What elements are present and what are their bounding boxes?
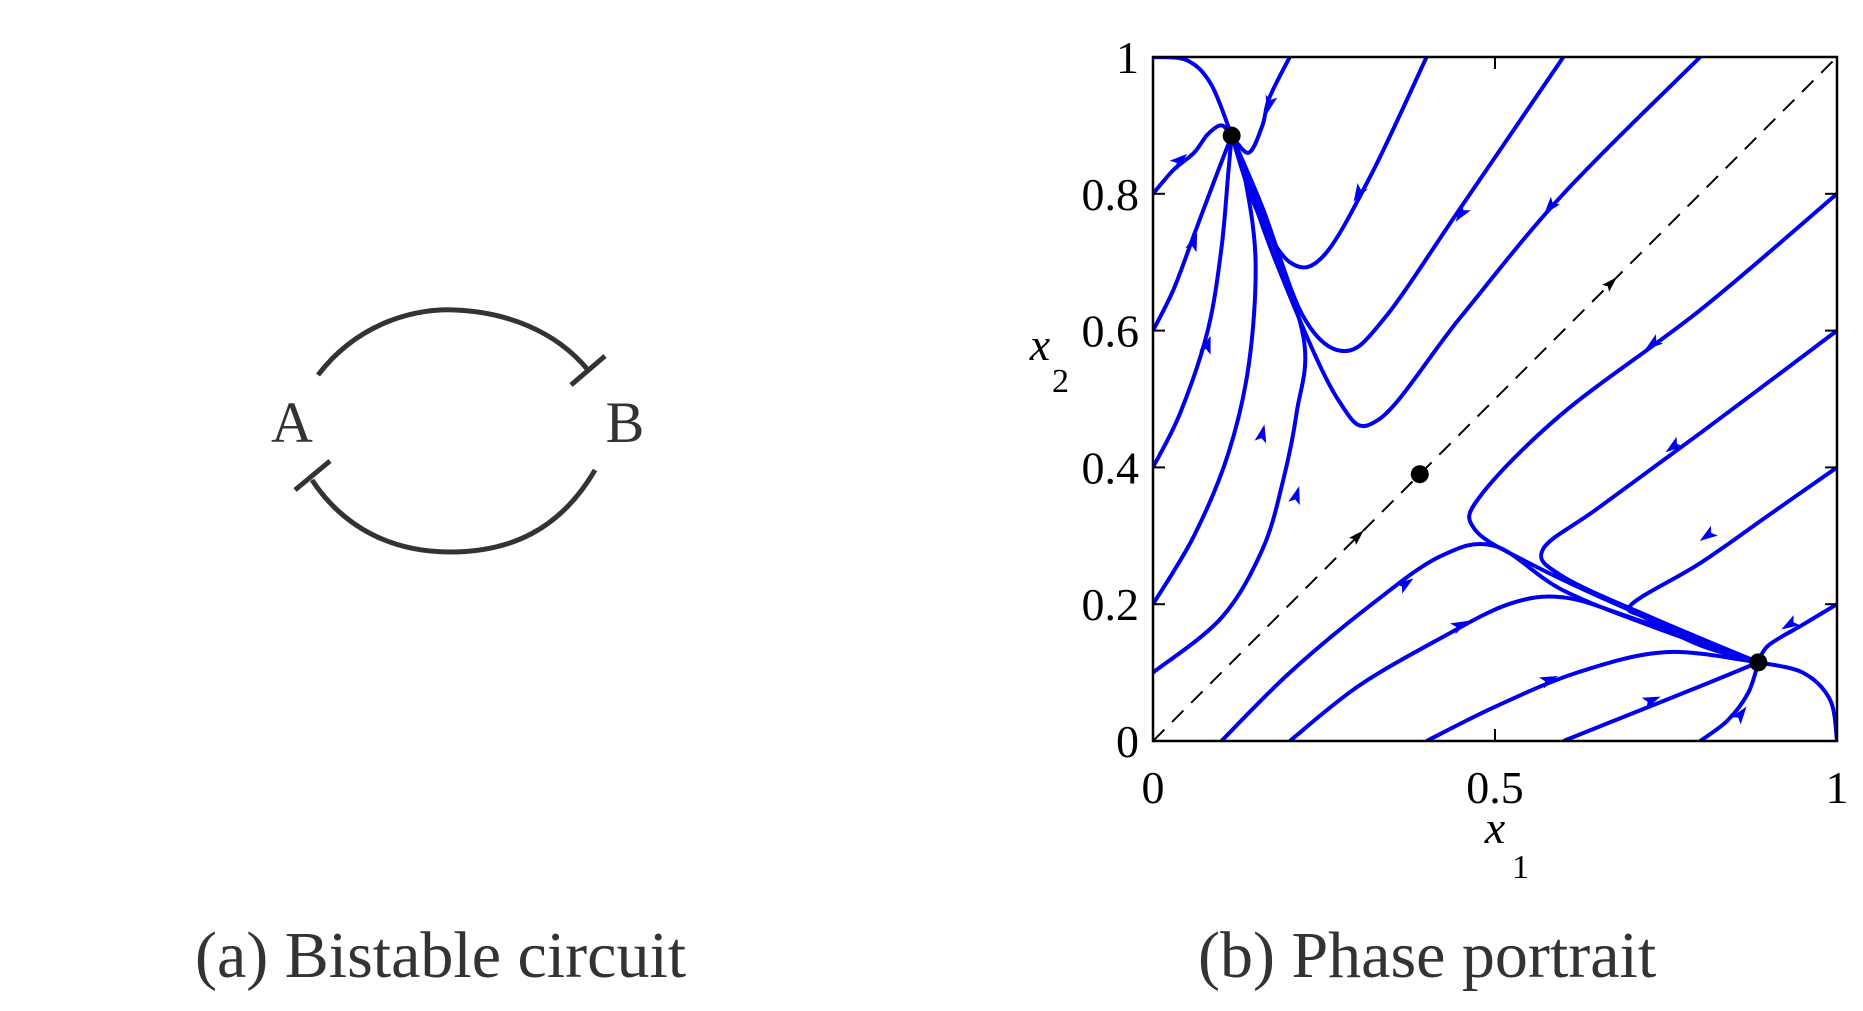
axes-layer: 0 0.5 1 0 0.2 0.4 0.6 0.8 1 [1082,32,1849,813]
trajectory-20 [1757,660,1837,741]
caption-phase-portrait: (b) Phase portrait [1198,919,1657,992]
y-tick-label-3: 0.6 [1082,306,1140,357]
trajectory-8 [1229,57,1566,354]
trajectory-arrow-16 [1450,620,1469,635]
diagonal-arrow-0 [1349,530,1364,545]
y-tick-label-1: 0.2 [1082,579,1140,630]
trajectory-17 [1425,649,1759,741]
trajectory-14 [1756,602,1837,664]
trajectory-arrow-11-head [1645,334,1664,350]
x-axis-label: x [1484,802,1506,853]
trajectory-13 [1626,465,1837,665]
trajectory-arrow-14 [1781,614,1800,630]
trajectory-arrow-6 [1265,94,1278,114]
node-b-label: B [606,390,645,455]
y-tick-label-2: 0.4 [1082,442,1140,493]
trajectory-9 [1229,57,1702,429]
trajectory-arrow-9 [1543,196,1561,215]
trajectory-arrow-8-head [1455,203,1471,222]
trajectory-arrow-1 [1185,233,1198,253]
trajectory-arrow-18-head [1641,696,1661,709]
x-tick-label-1: 0.5 [1466,762,1524,813]
trajectory-arrow-11 [1645,334,1664,350]
trajectory-19 [1699,661,1761,741]
trajectory-arrow-13-head [1699,525,1718,541]
trajectory-arrow-17-head [1539,675,1559,689]
x-tick-label-0: 0 [1142,762,1165,813]
trajectory-1 [1153,134,1234,332]
x-tick-label-2: 1 [1826,762,1849,813]
inhibition-bar-at-a [293,459,332,492]
x-axis-label-subscript: 1 [1512,849,1529,886]
y-tick-label-4: 0.8 [1082,169,1140,220]
trajectory-layer [1153,57,1837,741]
inhibition-arc-a-to-b [316,307,590,377]
diagonal-arrow-head-1 [1602,277,1617,292]
trajectory-6 [1230,57,1292,155]
trajectory-arrow-2-head [1199,335,1211,355]
trajectory-arrow-12 [1665,436,1684,453]
trajectory-12 [1539,329,1837,665]
trajectory-arrow-3-head [1254,424,1267,444]
diagonal-arrow-1 [1602,277,1617,292]
trajectory-18 [1562,660,1760,741]
inhibition-arc-b-to-a [309,468,598,555]
y-tick-label-5: 1 [1116,32,1139,83]
fixed-point-1 [1410,465,1429,484]
fixed-point-0 [1222,126,1241,145]
node-a-label: A [271,390,313,455]
trajectory-arrow-7 [1353,183,1368,202]
trajectory-7 [1229,57,1429,270]
trajectory-arrow-4 [1288,486,1300,506]
trajectory-arrow-1-head [1185,233,1198,253]
trajectory-arrow-15-head [1395,578,1414,594]
trajectory-arrow-15 [1395,578,1414,594]
trajectory-2 [1153,135,1234,469]
trajectory-arrow-13 [1699,525,1718,541]
diagonal-arrow-head-0 [1349,530,1364,545]
trajectory-15 [1219,541,1759,741]
trajectory-arrow-2 [1199,335,1211,355]
trajectory-0 [1153,123,1234,196]
trajectory-arrow-0-head [1169,153,1188,170]
trajectory-arrow-8 [1455,203,1471,222]
caption-bistable-circuit: (a) Bistable circuit [195,919,687,992]
bistable-circuit-diagram: A B [271,307,645,555]
trajectory-arrow-9-head [1543,196,1561,215]
trajectory-arrow-19-head [1731,706,1747,725]
trajectory-arrow-16-head [1450,620,1469,635]
fixed-point-layer [1222,126,1768,672]
y-axis-label-subscript: 2 [1052,363,1069,400]
y-axis-label: x [1029,319,1051,370]
diagonal-layer [1152,56,1838,742]
trajectory-arrow-19 [1731,706,1747,725]
trajectory-arrow-4-head [1288,486,1300,506]
trajectory-arrow-6-head [1265,94,1278,114]
trajectory-arrow-12-head [1665,436,1684,453]
trajectory-4 [1153,134,1308,675]
trajectory-arrow-0 [1169,153,1188,170]
inhibition-bar-at-b [569,354,607,387]
trajectory-arrow-18 [1641,696,1661,709]
fixed-point-2 [1749,653,1768,672]
y-tick-label-0: 0 [1116,716,1139,767]
trajectory-arrow-3 [1254,424,1267,444]
trajectory-arrow-7-head [1353,183,1368,202]
trajectory-arrow-17 [1539,675,1559,689]
trajectory-16 [1288,594,1760,741]
trajectory-arrow-14-head [1781,614,1800,630]
